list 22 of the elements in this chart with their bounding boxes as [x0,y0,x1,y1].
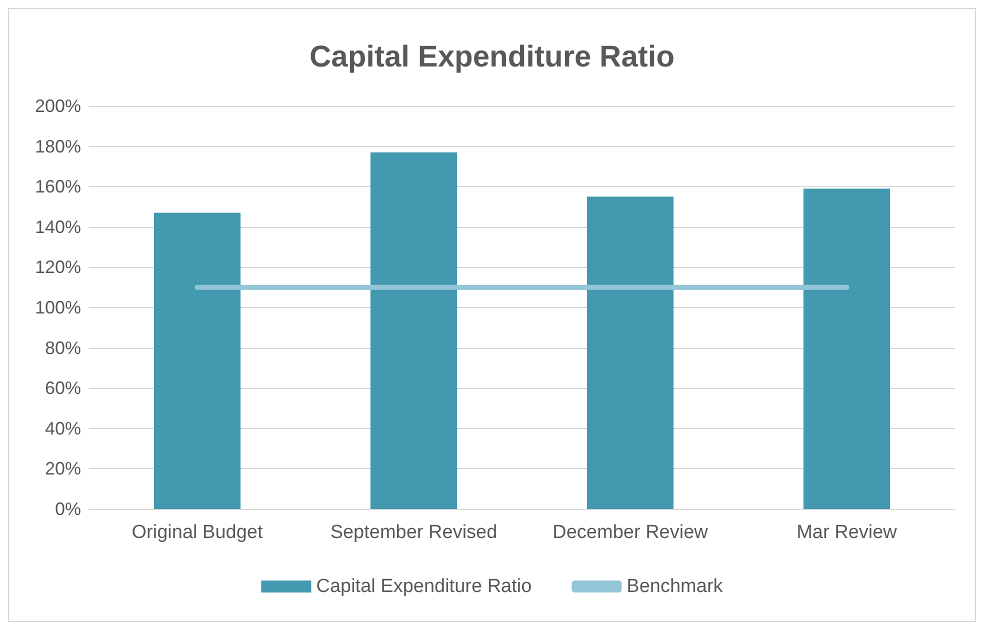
y-tick-label: 40% [44,418,81,438]
y-tick-label: 80% [44,338,81,358]
y-tick-label: 180% [34,136,81,156]
y-tick-label: 140% [34,216,81,237]
legend-label: Capital Expenditure Ratio [316,576,532,597]
bar [803,188,890,509]
x-tick-label: September Revised [330,522,498,543]
x-tick-label: Original Budget [132,522,264,543]
legend-label: Benchmark [626,576,724,597]
y-tick-label: 60% [44,378,81,398]
bar [586,196,674,509]
y-tick-label: 100% [34,298,81,318]
chart-title: Capital Expenditure Ratio [309,40,675,74]
y-tick-label: 0% [54,499,81,519]
x-tick-label: December Review [552,522,708,543]
x-tick-label: Mar Review [796,522,898,543]
y-tick-label: 160% [34,176,81,197]
bar [370,152,458,509]
bar [154,212,241,509]
y-tick-label: 20% [44,458,81,479]
y-tick-label: 120% [34,257,81,278]
y-tick-label: 200% [34,96,81,116]
